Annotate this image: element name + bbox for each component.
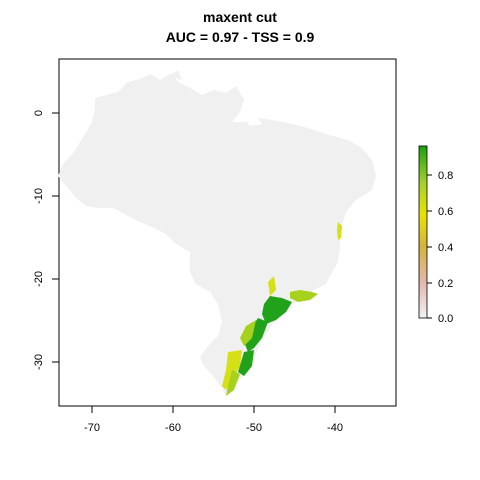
- legend-tick-08: 0.8: [427, 170, 453, 182]
- legend-tick-04: 0.4: [427, 242, 453, 254]
- y-tick-label: -30: [33, 354, 45, 370]
- brazil-landmass: [58, 73, 376, 396]
- x-tick-minus50: -50: [246, 406, 262, 434]
- map-title: maxent cut: [203, 9, 277, 25]
- parana-lime-patch: [240, 320, 256, 346]
- x-axis: -70 -60 -50 -40: [84, 406, 343, 434]
- y-tick-label: -10: [33, 188, 45, 204]
- y-tick-0: 0: [33, 110, 59, 116]
- x-tick-minus60: -60: [165, 406, 181, 434]
- amapa-lobe: [226, 86, 244, 112]
- legend-label: 0.8: [438, 170, 453, 182]
- sao-paulo-inland-patch: [268, 276, 276, 296]
- x-tick-minus40: -40: [327, 406, 343, 434]
- legend-tick-06: 0.6: [427, 206, 453, 218]
- rio-coast-patch: [290, 290, 318, 302]
- legend-label: 0.2: [438, 278, 453, 290]
- y-tick-label: 0: [33, 110, 45, 116]
- legend-label: 0.4: [438, 242, 453, 254]
- south-coast-patch: [226, 370, 240, 396]
- x-tick-label: -70: [84, 422, 100, 434]
- x-tick-label: -50: [246, 422, 262, 434]
- parana-patch: [244, 318, 268, 352]
- x-tick-label: -40: [327, 422, 343, 434]
- legend-tick-00: 0.0: [427, 313, 453, 325]
- x-tick-label: -60: [165, 422, 181, 434]
- roraima-bump: [170, 70, 182, 80]
- island-marajo: [244, 116, 262, 126]
- legend-tick-02: 0.2: [427, 278, 453, 290]
- south-west-patch: [230, 354, 238, 366]
- legend-label: 0.6: [438, 206, 453, 218]
- y-tick-minus10: -10: [33, 188, 59, 204]
- y-tick-label: -20: [33, 271, 45, 287]
- santa-catarina-patch: [238, 350, 254, 376]
- sao-paulo-coast-patch: [262, 296, 292, 324]
- legend-colorbar: [418, 145, 428, 319]
- suitability-patches: [222, 222, 342, 396]
- x-tick-minus70: -70: [84, 406, 100, 434]
- y-tick-minus20: -20: [33, 271, 59, 287]
- y-axis: 0 -10 -20 -30: [33, 110, 59, 370]
- y-tick-minus30: -30: [33, 354, 59, 370]
- legend-label: 0.0: [438, 313, 453, 325]
- color-legend: 0.8 0.6 0.4 0.2 0.0: [418, 145, 453, 325]
- map-subtitle: AUC = 0.97 - TSS = 0.9: [165, 29, 315, 45]
- bahia-coast-patch: [337, 222, 342, 240]
